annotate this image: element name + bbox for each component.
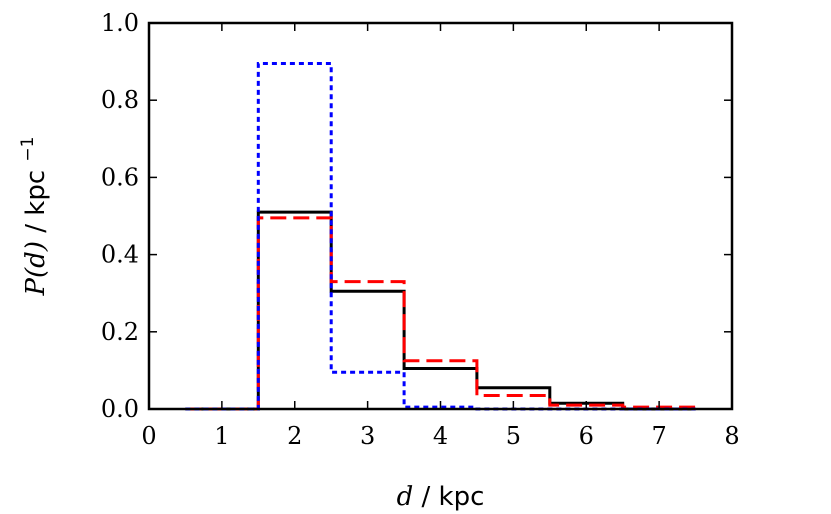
y-tick-label: 0.4 <box>101 241 139 269</box>
histogram-series-dashed-red <box>185 216 696 411</box>
plot-frame <box>147 21 734 411</box>
y-tick-label: 0.8 <box>101 86 139 114</box>
series-layer <box>185 62 696 411</box>
x-tick-label: 5 <box>506 422 521 450</box>
y-tick-label: 1.0 <box>101 9 139 37</box>
y-axis-label: P(d) / kpc −1 <box>18 137 51 297</box>
x-tick-label: 2 <box>287 422 302 450</box>
ticks-layer: 0 1 2 3 4 5 6 7 8 0.0 0.2 0.4 0.6 0.8 1.0 <box>101 9 740 450</box>
x-tick-label: 3 <box>360 422 375 450</box>
x-axis-label-symbol: d <box>397 482 414 512</box>
y-axis-label-exponent: −1 <box>18 137 38 162</box>
histogram-series-solid-black <box>185 210 696 411</box>
x-tick-label: 6 <box>579 422 594 450</box>
x-tick-label: 4 <box>433 422 448 450</box>
x-tick-label: 1 <box>214 422 229 450</box>
x-tick-label: 8 <box>724 422 739 450</box>
y-tick-label: 0.6 <box>101 163 139 191</box>
x-axis-label: d / kpc <box>397 482 485 512</box>
y-tick-label: 0.2 <box>101 318 139 346</box>
y-axis-label-symbol: P(d) <box>21 241 51 296</box>
x-axis-label-unit: / kpc <box>422 482 485 512</box>
histogram-series-dotted-blue <box>185 62 696 411</box>
x-tick-label: 7 <box>651 422 666 450</box>
y-tick-label: 0.0 <box>101 395 139 423</box>
y-axis-label-unit: / kpc <box>21 170 51 233</box>
x-tick-label: 0 <box>141 422 156 450</box>
